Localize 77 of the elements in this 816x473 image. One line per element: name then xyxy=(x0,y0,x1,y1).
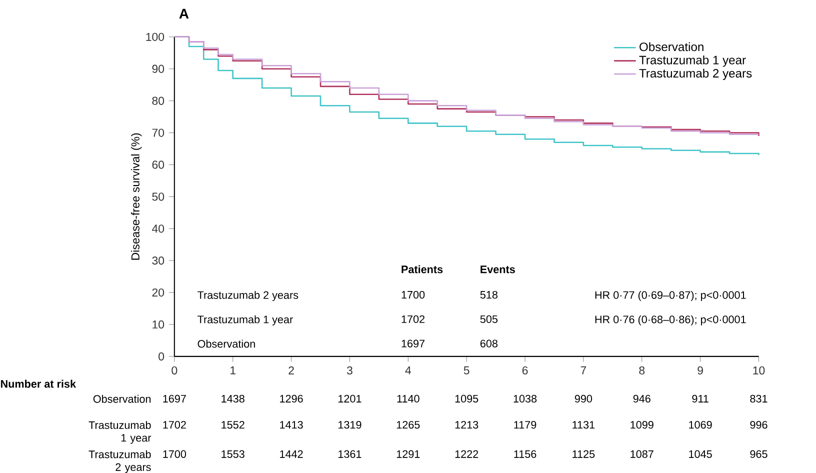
text: 1697 xyxy=(163,394,186,403)
x-tick-label: 0 xyxy=(172,366,178,374)
x-tick-label: 7 xyxy=(580,366,586,374)
text: 1296 xyxy=(280,394,303,403)
annotation: Trastuzumab 1 year xyxy=(198,315,293,326)
text: 1438 xyxy=(222,394,244,403)
text: 1265 xyxy=(396,420,420,429)
annotation: Observation xyxy=(198,340,255,348)
annotation: 505 xyxy=(480,315,498,323)
text: 1156 xyxy=(514,450,536,458)
annotation: 1702 xyxy=(402,315,424,323)
text: Trastuzumab 2 years xyxy=(88,450,151,473)
y-axis-title: Disease-free survival (%) xyxy=(131,133,142,260)
annotation: 608 xyxy=(480,340,498,348)
legend-label: Trastuzumab 2 years xyxy=(639,68,752,80)
text: 965 xyxy=(750,450,768,458)
text: 1361 xyxy=(338,450,362,458)
y-tick-label: 30 xyxy=(152,256,164,265)
text: 1213 xyxy=(455,420,478,429)
text: 831 xyxy=(750,394,768,403)
text: 1700 xyxy=(163,450,186,458)
annotation: 1697 xyxy=(402,340,424,348)
text: 1291 xyxy=(396,450,420,458)
text: Number at risk xyxy=(0,380,76,388)
annotation: HR 0·76 (0·68–0·86); p<0·0001 xyxy=(595,315,746,326)
text: 1552 xyxy=(222,420,244,429)
text: 1413 xyxy=(280,420,303,429)
text: 1095 xyxy=(455,394,478,403)
text: 1319 xyxy=(338,420,362,429)
x-tick-label: 2 xyxy=(288,366,294,374)
y-tick-label: 60 xyxy=(152,160,164,169)
text: 1553 xyxy=(222,450,244,458)
text: 1045 xyxy=(689,450,712,458)
x-tick-label: 3 xyxy=(346,366,352,374)
legend-label: Observation xyxy=(640,42,704,52)
text: Observation xyxy=(93,394,151,403)
text: 1131 xyxy=(572,420,595,429)
y-tick-label: 80 xyxy=(152,96,164,105)
y-tick-label: 90 xyxy=(152,64,164,73)
y-tick-label: 70 xyxy=(152,128,164,137)
text: 1442 xyxy=(280,450,303,458)
text: 1125 xyxy=(572,450,595,458)
annotation: Trastuzumab 2 years xyxy=(198,290,298,301)
x-tick-label: 8 xyxy=(639,366,645,374)
text: 1179 xyxy=(514,420,536,429)
chart-title: A xyxy=(179,8,189,18)
text: 1201 xyxy=(338,394,362,403)
text: 946 xyxy=(633,394,650,403)
text: 1038 xyxy=(514,394,537,403)
annotation: HR 0·77 (0·69–0·87); p<0·0001 xyxy=(595,290,746,301)
text: Trastuzumab 1 year xyxy=(88,420,152,444)
text: 990 xyxy=(574,394,592,403)
x-tick-label: 9 xyxy=(698,366,703,374)
y-tick-label: 100 xyxy=(146,32,164,41)
y-tick-label: 40 xyxy=(152,224,164,233)
y-tick-label: 10 xyxy=(152,320,164,329)
x-tick-label: 5 xyxy=(464,366,470,374)
y-tick-label: 50 xyxy=(152,192,164,201)
x-tick-label: 4 xyxy=(405,366,411,374)
legend-label: Trastuzumab 1 year xyxy=(639,55,746,67)
y-tick-label: 20 xyxy=(152,288,164,297)
annotation: Patients xyxy=(402,265,443,274)
x-tick-label: 1 xyxy=(230,366,236,374)
text: 996 xyxy=(750,420,768,429)
annotation: 518 xyxy=(480,290,498,299)
text: 911 xyxy=(692,394,708,403)
text: 1069 xyxy=(689,420,712,429)
text: 1099 xyxy=(630,420,654,429)
text: 1702 xyxy=(163,420,186,429)
annotation: 1700 xyxy=(402,290,425,299)
annotation: Events xyxy=(480,266,515,274)
y-tick-label: 0 xyxy=(158,352,164,360)
x-tick-label: 10 xyxy=(753,366,765,374)
text: 1140 xyxy=(397,394,420,403)
text: 1087 xyxy=(630,450,654,458)
text: 1222 xyxy=(455,450,478,458)
x-tick-label: 6 xyxy=(522,366,528,374)
